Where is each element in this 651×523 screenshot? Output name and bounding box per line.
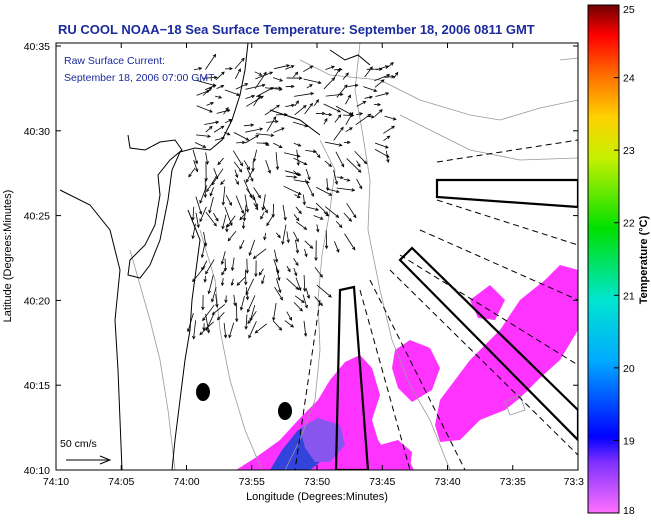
scale-label: 50 cm/s (60, 438, 97, 450)
colorbar-tick-label: 20 (623, 363, 635, 375)
colorbar-tick-label: 24 (623, 73, 635, 85)
station-marker (278, 402, 292, 420)
x-tick-label: 73:55 (239, 476, 265, 488)
y-tick-label: 40:15 (24, 380, 50, 392)
colorbar-label: Temperature (°C) (638, 215, 650, 304)
figure-title: RU COOL NOAA−18 Sea Surface Temperature:… (58, 22, 535, 37)
colorbar-tick-label: 19 (623, 435, 635, 447)
y-tick-label: 40:30 (24, 126, 50, 138)
station-marker (196, 383, 210, 401)
plot-area (56, 43, 578, 470)
y-axis-label: Latitude (Degrees:Minutes) (2, 190, 14, 323)
x-axis-label: Longitude (Degrees:Minutes) (246, 491, 388, 503)
current-label-line2: September 18, 2006 07:00 GMT (64, 72, 215, 84)
colorbar-tick-label: 22 (623, 218, 635, 230)
y-tick-label: 40:35 (24, 41, 50, 53)
y-tick-label: 40:10 (24, 465, 50, 477)
colorbar (588, 5, 619, 513)
x-tick-label: 74:10 (43, 476, 69, 488)
x-tick-label: 74:00 (173, 476, 199, 488)
colorbar-tick-label: 18 (623, 505, 635, 517)
x-tick-label: 73:50 (304, 476, 330, 488)
x-tick-label: 73:35 (500, 476, 526, 488)
y-tick-label: 40:25 (24, 211, 50, 223)
colorbar-tick-label: 25 (623, 4, 635, 16)
current-label-line1: Raw Surface Current: (64, 55, 165, 67)
x-tick-label: 73:3 (564, 476, 585, 488)
colorbar-tick-label: 23 (623, 145, 635, 157)
x-tick-label: 74:05 (108, 476, 134, 488)
x-tick-label: 73:40 (434, 476, 460, 488)
colorbar-tick-label: 21 (623, 290, 635, 302)
y-tick-label: 40:20 (24, 295, 50, 307)
x-tick-label: 73:45 (369, 476, 395, 488)
